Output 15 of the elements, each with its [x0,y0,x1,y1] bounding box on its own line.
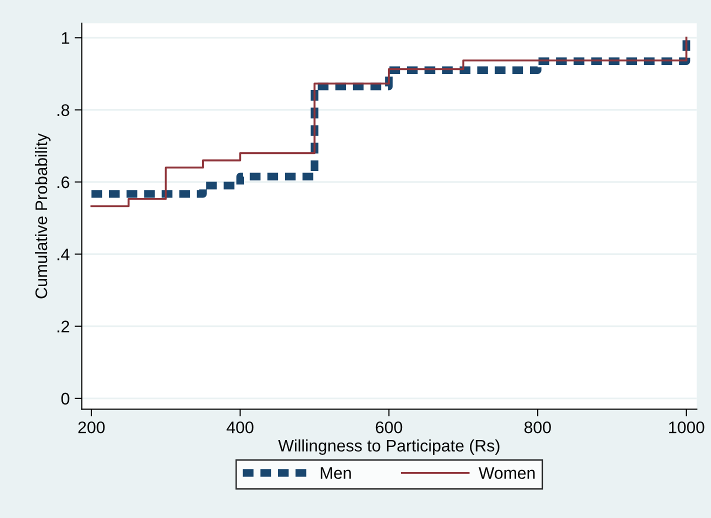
y-tick-label: .2 [58,320,70,332]
y-tick-label: .6 [58,176,70,188]
x-tick-label: 600 [376,421,402,434]
x-tick-label: 400 [226,421,254,434]
legend-label: Men [320,467,351,479]
x-tick-label: 200 [78,421,105,434]
x-tick-label: 1000 [669,421,704,434]
y-tick-label: 1 [62,32,70,44]
y-tick-label: .8 [58,104,70,116]
x-tick-label: 800 [524,421,551,434]
y-tick-label: 0 [61,392,70,405]
y-tick-label: .4 [58,248,70,260]
x-axis-title: Willingness to Participate (Rs) [278,439,500,455]
legend-label: Women [478,467,535,479]
y-axis-title: Cumulative Probability [34,133,51,298]
